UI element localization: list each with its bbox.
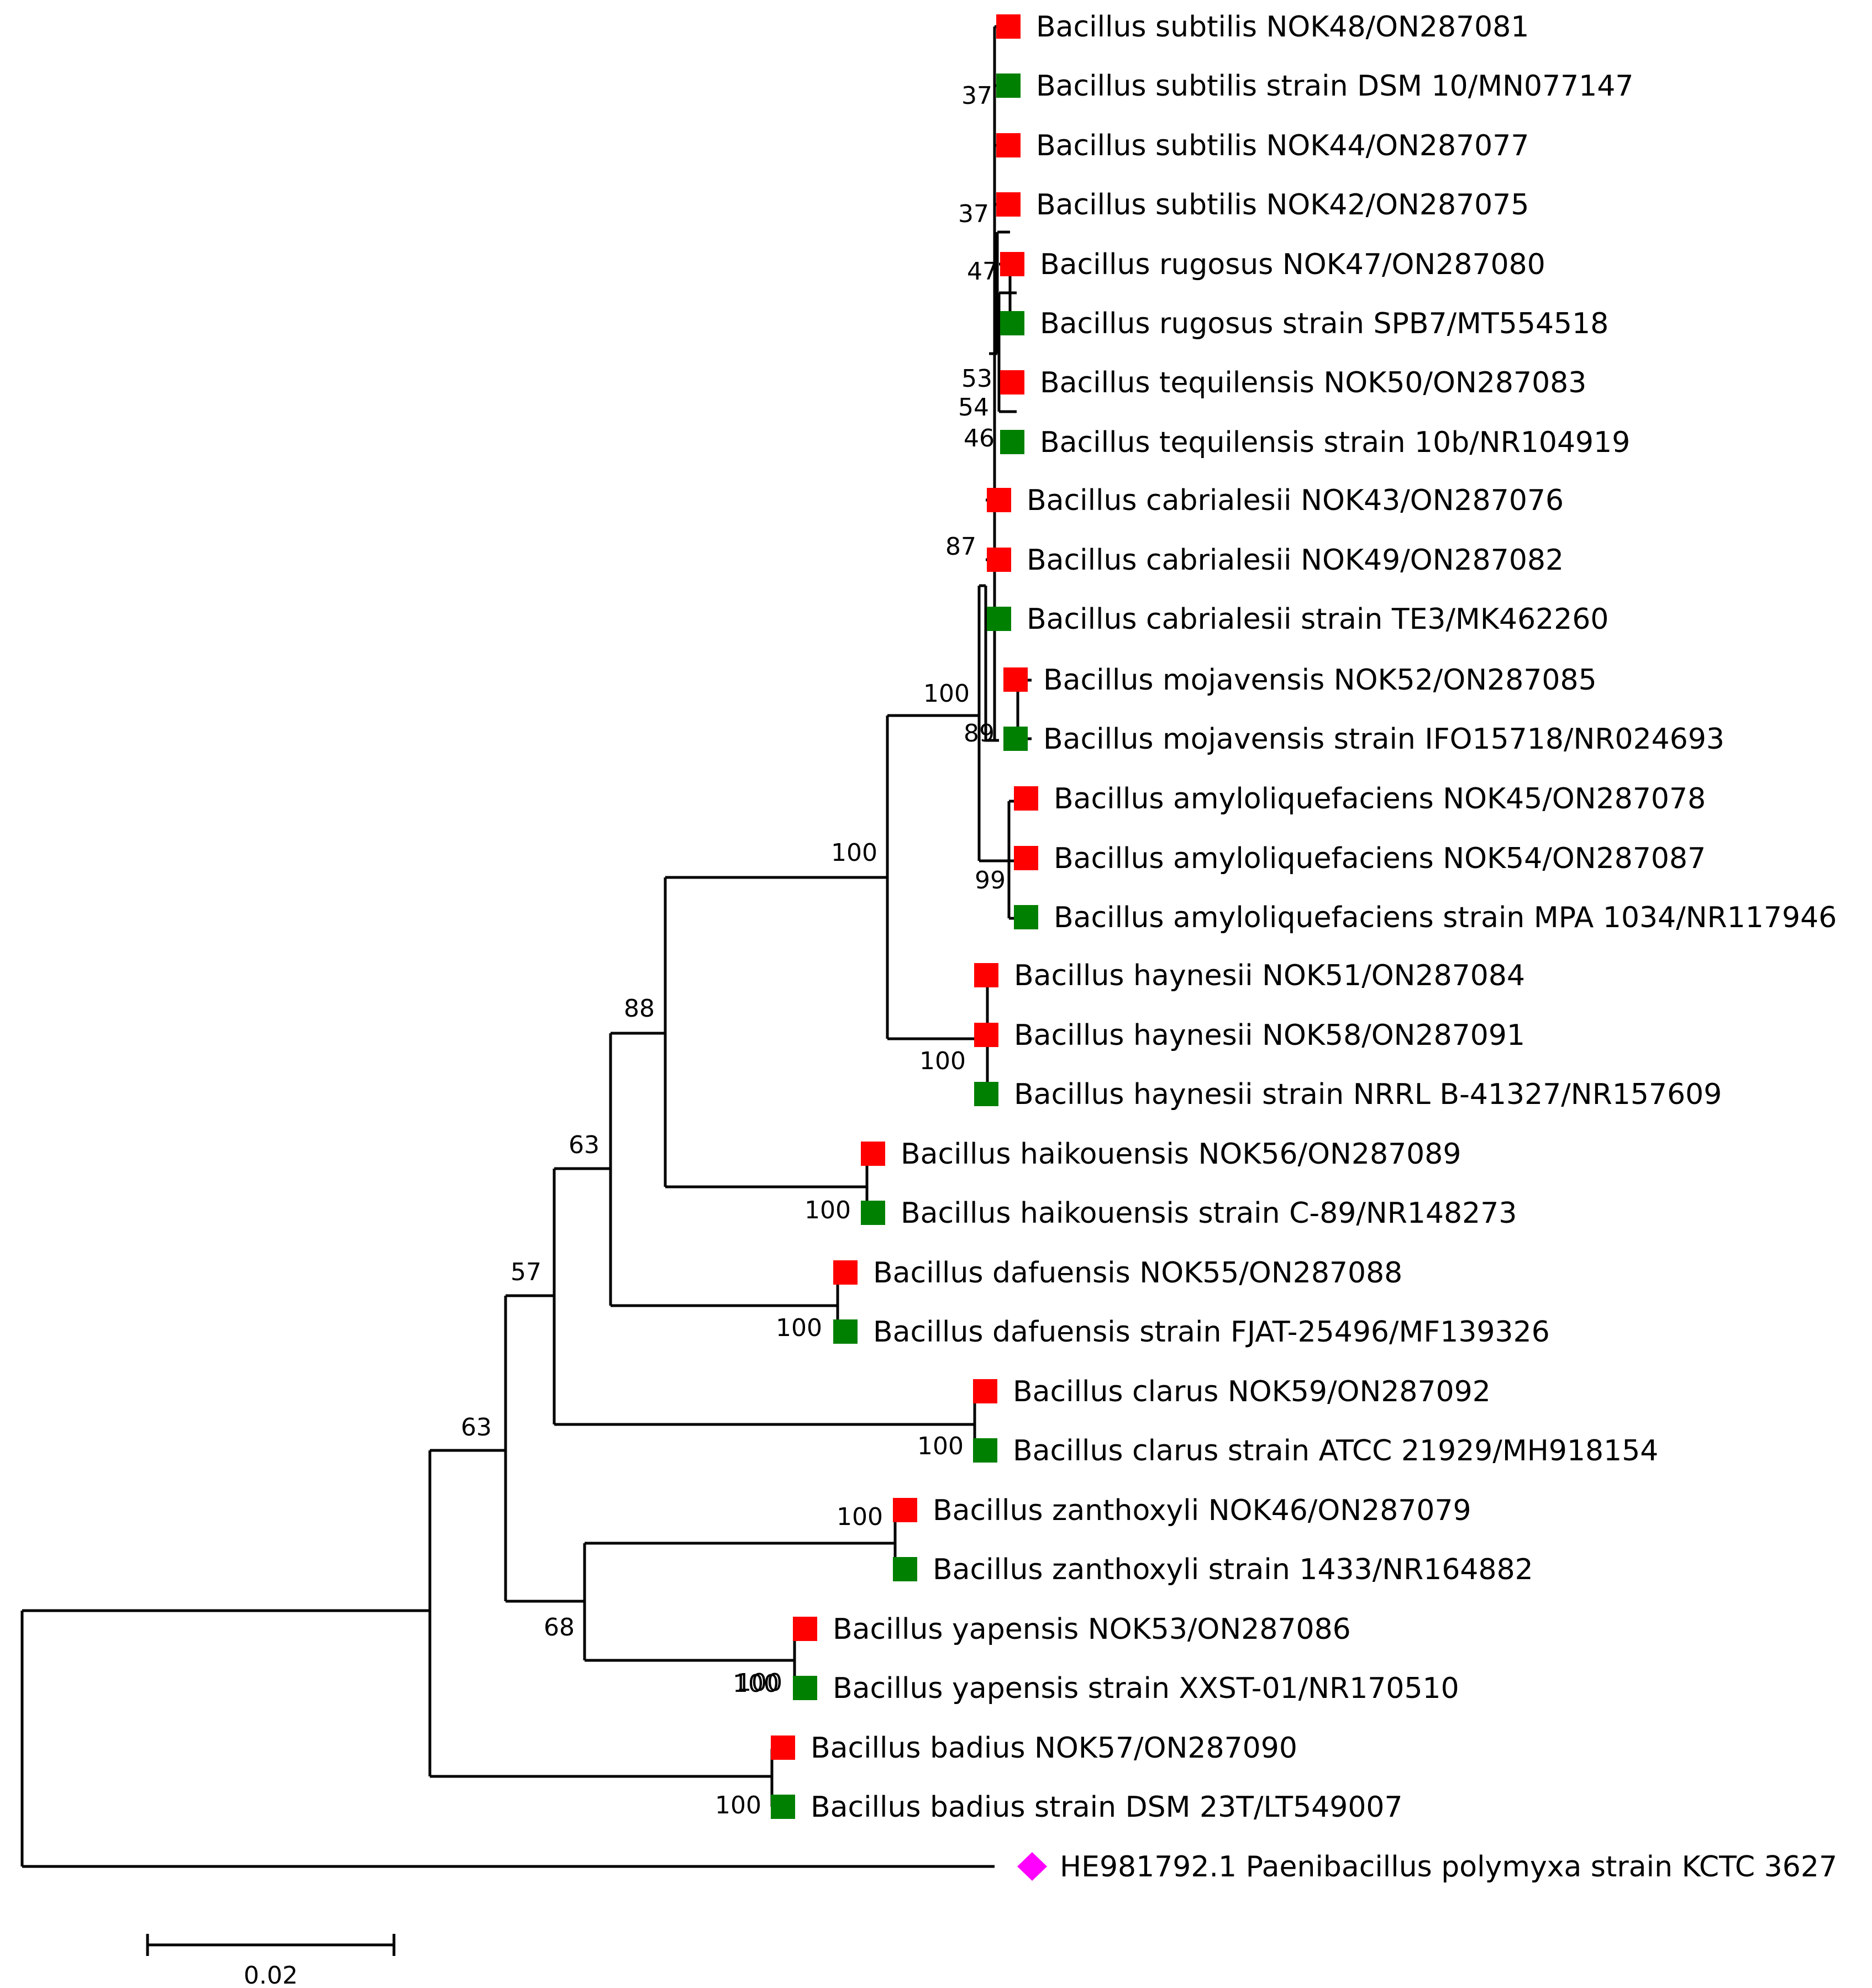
bootstrap-value: 47 <box>967 257 998 286</box>
reference-square-marker <box>1000 311 1024 335</box>
leaf-label: Bacillus rugosus strain SPB7/MT554518 <box>1040 307 1608 340</box>
isolate-square-marker <box>996 192 1021 217</box>
scale-bar-label: 0.02 <box>244 1961 298 1988</box>
leaf-label: HE981792.1 Paenibacillus polymyxa strain… <box>1060 1850 1837 1884</box>
leaf-label: Bacillus dafuensis NOK55/ON287088 <box>873 1256 1402 1290</box>
isolate-square-marker <box>833 1260 858 1285</box>
leaf-label: Bacillus rugosus NOK47/ON287080 <box>1040 248 1545 281</box>
leaf-label: Bacillus haynesii NOK51/ON287084 <box>1014 959 1525 992</box>
reference-square-marker <box>1000 430 1024 454</box>
reference-square-marker <box>1003 727 1028 751</box>
reference-square-marker <box>893 1557 917 1581</box>
bootstrap-value: 54 <box>958 393 989 422</box>
bootstrap-value: 100 <box>919 1047 966 1075</box>
reference-square-marker <box>793 1676 817 1700</box>
bootstrap-value: 100 <box>917 1432 964 1460</box>
reference-square-marker <box>987 607 1011 631</box>
leaf-label: Bacillus cabrialesii strain TE3/MK462260 <box>1027 603 1609 636</box>
leaf-label: Bacillus subtilis strain DSM 10/MN077147 <box>1036 70 1634 103</box>
isolate-square-marker <box>1000 252 1024 276</box>
bootstrap-value: 100 <box>715 1791 761 1819</box>
isolate-square-marker <box>1000 370 1024 395</box>
bootstrap-value: 100 <box>837 1503 883 1531</box>
leaf-label: Bacillus dafuensis strain FJAT-25496/MF1… <box>873 1316 1550 1349</box>
leaf-label: Bacillus zanthoxyli strain 1433/NR164882 <box>933 1553 1533 1586</box>
tree-branches <box>20 25 1032 1868</box>
leaf-label: Bacillus badius NOK57/ON287090 <box>811 1732 1297 1765</box>
isolate-square-marker <box>771 1735 795 1760</box>
bootstrap-value: 57 <box>511 1258 541 1286</box>
leaf-label: Bacillus mojavensis strain IFO15718/NR02… <box>1043 723 1724 756</box>
bootstrap-value: 100 <box>776 1314 822 1342</box>
reference-square-marker <box>974 1082 998 1106</box>
isolate-square-marker <box>973 1379 997 1403</box>
bootstrap-value: 100 <box>923 680 970 708</box>
leaf-label: Bacillus zanthoxyli NOK46/ON287079 <box>933 1494 1471 1527</box>
bootstrap-value: 37 <box>961 82 992 110</box>
leaf-label: Bacillus clarus NOK59/ON287092 <box>1013 1375 1491 1408</box>
bootstrap-value: 63 <box>569 1131 600 1159</box>
bootstrap-value: 100 <box>804 1196 851 1224</box>
bootstrap-value: 99 <box>975 866 1006 895</box>
isolate-square-marker <box>1003 667 1028 692</box>
isolate-square-marker <box>996 14 1021 39</box>
leaf-label: Bacillus cabrialesii NOK49/ON287082 <box>1027 544 1564 577</box>
isolate-square-marker <box>1014 846 1038 870</box>
bootstrap-value: 87 <box>945 533 976 561</box>
isolate-square-marker <box>793 1617 817 1641</box>
leaf-label: Bacillus mojavensis NOK52/ON287085 <box>1043 664 1597 697</box>
bootstrap-value: 63 <box>461 1413 492 1442</box>
bootstrap-value: 53 <box>961 365 992 393</box>
outgroup-diamond-marker <box>1017 1852 1047 1881</box>
leaf-label: Bacillus tequilensis strain 10b/NR104919 <box>1040 426 1630 459</box>
leaf-label: Bacillus haynesii strain NRRL B-41327/NR… <box>1014 1078 1722 1111</box>
leaf-label: Bacillus haynesii NOK58/ON287091 <box>1014 1019 1525 1052</box>
bootstrap-value: 100 <box>831 839 877 867</box>
scale-bar: 0.02 <box>146 1934 396 1988</box>
leaf-labels: Bacillus subtilis NOK48/ON287081 Bacillus… <box>811 10 1837 1884</box>
leaf-label: Bacillus amyloliquefaciens NOK45/ON28707… <box>1054 782 1706 816</box>
leaf-label: Bacillus tequilensis NOK50/ON287083 <box>1040 366 1586 399</box>
isolate-square-marker <box>987 548 1011 572</box>
leaf-label: Bacillus yapensis NOK53/ON287086 <box>833 1613 1351 1646</box>
reference-square-marker <box>771 1795 795 1819</box>
leaf-label: Bacillus cabrialesii NOK43/ON287076 <box>1027 484 1564 517</box>
bootstrap-value: 100 <box>733 1670 779 1698</box>
isolate-square-marker <box>987 488 1011 512</box>
bootstrap-value: 100 <box>736 1669 782 1697</box>
leaf-label: Bacillus clarus strain ATCC 21929/MH9181… <box>1013 1434 1658 1468</box>
leaf-label: Bacillus subtilis NOK48/ON287081 <box>1036 10 1529 44</box>
bootstrap-value: 89 <box>964 719 995 748</box>
isolate-square-marker <box>996 133 1021 157</box>
bootstrap-value: 46 <box>964 424 995 453</box>
isolate-square-marker <box>893 1498 917 1522</box>
isolate-square-marker <box>861 1142 885 1166</box>
leaf-label: Bacillus badius strain DSM 23T/LT549007 <box>811 1791 1403 1824</box>
reference-square-marker <box>861 1201 885 1225</box>
bootstrap-value: 88 <box>624 995 655 1023</box>
bootstrap-value: 68 <box>544 1613 575 1642</box>
reference-square-marker <box>833 1319 858 1344</box>
reference-square-marker <box>1014 905 1038 929</box>
leaf-label: Bacillus subtilis NOK44/ON287077 <box>1036 129 1529 162</box>
leaf-label: Bacillus haikouensis strain C-89/NR14827… <box>901 1197 1517 1230</box>
isolate-square-marker <box>974 1023 998 1047</box>
reference-square-marker <box>996 73 1021 98</box>
bootstrap-value: 37 <box>958 200 989 228</box>
leaf-label: Bacillus amyloliquefaciens NOK54/ON28708… <box>1054 842 1706 875</box>
isolate-square-marker <box>1014 786 1038 811</box>
leaf-label: Bacillus yapensis strain XXST-01/NR17051… <box>833 1672 1459 1705</box>
leaf-label: Bacillus amyloliquefaciens strain MPA 10… <box>1054 901 1837 934</box>
leaf-markers <box>771 14 1047 1881</box>
isolate-square-marker <box>974 963 998 987</box>
leaf-label: Bacillus subtilis NOK42/ON287075 <box>1036 188 1529 222</box>
leaf-label: Bacillus haikouensis NOK56/ON287089 <box>901 1138 1461 1171</box>
reference-square-marker <box>973 1438 997 1463</box>
